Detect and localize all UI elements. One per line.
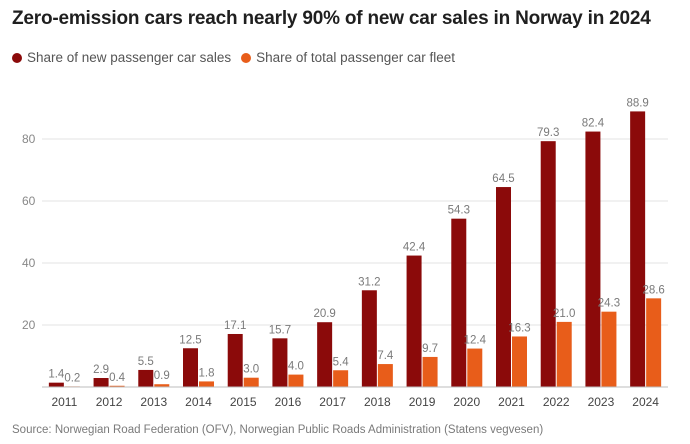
y-tick-label-40: 40 <box>22 256 36 270</box>
value-label-new-sales-2015: 17.1 <box>224 320 246 332</box>
value-label-fleet-2017: 5.4 <box>333 356 350 368</box>
legend-swatch-fleet <box>241 52 252 63</box>
bar-fleet-2019 <box>422 356 438 387</box>
x-axis-ticks: 2011 2012 2013 2014 2015 2016 2017 2018 2019 2020… <box>51 395 659 409</box>
bar-new-sales-2012 <box>93 378 109 387</box>
bar-new-sales-2019 <box>406 255 422 387</box>
bar-fleet-2013 <box>154 384 170 387</box>
value-label-new-sales-2022: 79.3 <box>537 127 559 139</box>
value-label-fleet-2019: 9.7 <box>422 343 438 355</box>
bar-new-sales-2015 <box>227 333 243 387</box>
value-label-fleet-2024: 28.6 <box>642 284 664 296</box>
y-axis-ticks: 20 40 60 80 <box>22 132 36 332</box>
bar-fleet-2021 <box>512 336 527 387</box>
data-labels: 1.4 0.2 2.90.4 5.50.9 12.5 1.8 17.1 3.0 15.7 4.0 2… <box>48 97 664 384</box>
bar-fleet-2022 <box>556 321 572 387</box>
bar-new-sales-2013 <box>138 369 154 387</box>
value-label-new-sales-2019: 42.4 <box>403 242 426 254</box>
bar-fleet-2018 <box>377 364 393 387</box>
value-label-new-sales-2021: 64.5 <box>492 173 514 185</box>
x-tick-label-2017: 2017 <box>319 395 346 409</box>
legend-label-fleet: Share of total passenger car fleet <box>256 50 455 65</box>
x-tick-label-2016: 2016 <box>275 395 302 409</box>
x-tick-label-2022: 2022 <box>543 395 570 409</box>
bar-chart: 20 40 60 80 1.4 0.2 2.90.4 5.50.9 12.5 1.8 17.1 3.… <box>22 97 668 409</box>
bar-fleet-2015 <box>243 377 259 387</box>
bar-fleet-2020 <box>467 348 483 387</box>
bar-new-sales-2023 <box>585 131 601 387</box>
bar-fleet-2012 <box>109 385 125 387</box>
x-tick-label-2018: 2018 <box>364 395 391 409</box>
x-tick-label-2011: 2011 <box>51 395 77 409</box>
chart-legend: Share of new passenger car sales Share o… <box>12 50 465 65</box>
y-tick-label-60: 60 <box>22 194 36 208</box>
legend-swatch-new-sales <box>12 52 22 63</box>
value-label-fleet-2014: 1.8 <box>199 367 215 379</box>
value-label-new-sales-2012: 2.9 <box>93 364 109 376</box>
bar-new-sales-2011 <box>48 382 64 387</box>
bar-fleet-2017 <box>333 370 349 387</box>
x-tick-label-2023: 2023 <box>588 395 615 409</box>
value-label-fleet-2022: 21.0 <box>553 308 575 320</box>
value-label-fleet-2012: 0.4 <box>109 372 126 384</box>
value-label-new-sales-2013: 5.5 <box>138 356 154 368</box>
value-label-new-sales-2020: 54.3 <box>448 205 470 217</box>
bar-new-sales-2020 <box>451 218 467 387</box>
grid-lines <box>42 138 668 326</box>
bar-new-sales-2014 <box>183 348 198 387</box>
bar-new-sales-2022 <box>540 141 556 387</box>
bar-new-sales-2016 <box>272 338 288 387</box>
value-label-new-sales-2018: 31.2 <box>358 276 380 288</box>
bar-new-sales-2021 <box>496 187 511 387</box>
legend-item-new-sales: Share of new passenger car sales <box>12 50 231 65</box>
x-tick-label-2024: 2024 <box>632 395 659 409</box>
bar-fleet-2024 <box>646 298 662 387</box>
bar-fleet-2023 <box>601 311 617 387</box>
y-tick-label-80: 80 <box>22 132 36 146</box>
bar-new-sales-2024 <box>630 111 646 387</box>
value-label-new-sales-2017: 20.9 <box>313 308 335 320</box>
source-note: Source: Norwegian Road Federation (OFV),… <box>12 424 544 436</box>
bar-fleet-2016 <box>288 374 304 387</box>
value-label-fleet-2018: 7.4 <box>377 350 394 362</box>
legend-label-new-sales: Share of new passenger car sales <box>27 50 232 65</box>
value-label-new-sales-2016: 15.7 <box>269 324 291 336</box>
bar-new-sales-2017 <box>317 322 333 387</box>
x-tick-label-2015: 2015 <box>230 395 257 409</box>
value-label-fleet-2015: 3.0 <box>243 364 259 376</box>
value-label-fleet-2011: 0.2 <box>64 372 80 384</box>
x-tick-label-2019: 2019 <box>409 395 436 409</box>
value-label-fleet-2016: 4.0 <box>288 361 304 373</box>
value-label-fleet-2013: 0.9 <box>154 370 170 382</box>
x-tick-label-2014: 2014 <box>185 395 212 409</box>
value-label-new-sales-2023: 82.4 <box>582 118 605 130</box>
value-label-fleet-2023: 24.3 <box>598 298 620 310</box>
value-label-new-sales-2011: 1.4 <box>48 369 65 381</box>
x-tick-label-2020: 2020 <box>453 395 480 409</box>
x-tick-label-2013: 2013 <box>140 395 167 409</box>
legend-item-fleet: Share of total passenger car fleet <box>241 50 455 65</box>
y-tick-label-20: 20 <box>22 318 36 332</box>
x-tick-label-2012: 2012 <box>96 395 123 409</box>
x-tick-label-2021: 2021 <box>498 395 525 409</box>
value-label-new-sales-2014: 12.5 <box>179 334 201 346</box>
bar-fleet-2014 <box>199 381 214 387</box>
value-label-new-sales-2024: 88.9 <box>626 97 648 109</box>
value-label-fleet-2020: 12.4 <box>464 335 487 347</box>
chart-title: Zero-emission cars reach nearly 90% of n… <box>12 8 651 29</box>
bars <box>48 111 662 387</box>
value-label-fleet-2021: 16.3 <box>508 322 530 334</box>
bar-new-sales-2018 <box>361 290 377 387</box>
